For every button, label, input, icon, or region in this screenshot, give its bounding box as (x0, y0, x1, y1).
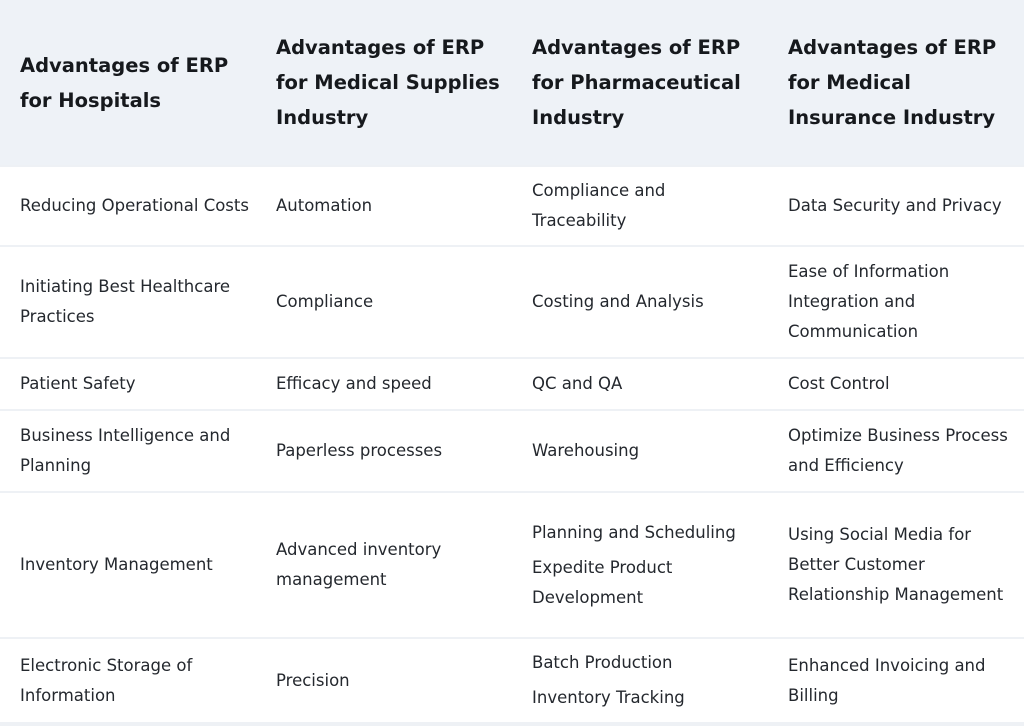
cell-medical-insurance: Using Social Media for Better Customer R… (768, 491, 1024, 638)
header-row: Advantages of ERP for Hospitals Advantag… (0, 0, 1024, 166)
cell-line: Warehousing (532, 441, 640, 460)
cell-hospitals: Patient Safety (0, 357, 256, 410)
cell-pharmaceutical: Warehousing (512, 409, 768, 492)
cell-line: Expedite Product Development (532, 557, 673, 607)
header-pharmaceutical: Advantages of ERP for Pharmaceutical Ind… (532, 36, 741, 129)
table-row: Business Intelligence and Planning Paper… (0, 409, 1024, 492)
cell-medical-supplies: Precision (256, 637, 512, 726)
table-row: Reducing Operational Costs Automation Co… (0, 165, 1024, 246)
cell-medical-supplies: Efficacy and speed (256, 357, 512, 410)
cell-line: Compliance and Traceability (532, 181, 666, 230)
cell-medical-insurance: Ease of Information Integration and Comm… (768, 245, 1024, 358)
cell-line: QC and QA (532, 374, 623, 393)
cell-pharmaceutical: Batch Production Inventory Tracking (512, 637, 768, 726)
cell-medical-insurance: Data Security and Privacy (768, 165, 1024, 246)
cell-medical-supplies: Compliance (256, 245, 512, 358)
cell-medical-supplies: Advanced inventory management (256, 491, 512, 638)
cell-hospitals: Electronic Storage of Information (0, 637, 256, 726)
table-row: Inventory Management Advanced inventory … (0, 491, 1024, 638)
cell-medical-insurance: Optimize Business Process and Efficiency (768, 409, 1024, 492)
cell-medical-supplies: Automation (256, 165, 512, 246)
cell-line: Planning and Scheduling (532, 522, 736, 542)
cell-pharmaceutical: Costing and Analysis (512, 245, 768, 358)
cell-medical-supplies: Paperless processes (256, 409, 512, 492)
header-medical-insurance: Advantages of ERP for Medical Insurance … (788, 36, 997, 129)
header-hospitals: Advantages of ERP for Hospitals (20, 53, 229, 112)
cell-pharmaceutical: QC and QA (512, 357, 768, 410)
cell-pharmaceutical: Compliance and Traceability (512, 165, 768, 246)
cell-line: Inventory Tracking (532, 688, 685, 707)
cell-pharmaceutical: Planning and Scheduling Expedite Product… (512, 491, 768, 638)
cell-hospitals: Initiating Best Healthcare Practices (0, 245, 256, 358)
cell-line: Costing and Analysis (532, 292, 704, 311)
cell-line: Batch Production (532, 653, 673, 672)
table-row: Patient Safety Efficacy and speed QC and… (0, 357, 1024, 410)
cell-hospitals: Reducing Operational Costs (0, 165, 256, 246)
cell-hospitals: Inventory Management (0, 491, 256, 638)
table-row: Initiating Best Healthcare Practices Com… (0, 245, 1024, 358)
table-body: Reducing Operational Costs Automation Co… (0, 165, 1024, 726)
cell-hospitals: Business Intelligence and Planning (0, 409, 256, 492)
table-row: Electronic Storage of Information Precis… (0, 637, 1024, 726)
cell-medical-insurance: Enhanced Invoicing and Billing (768, 637, 1024, 726)
header-medical-supplies: Advantages of ERP for Medical Supplies I… (276, 36, 500, 129)
table-header: Advantages of ERP for Hospitals Advantag… (0, 0, 1024, 166)
cell-medical-insurance: Cost Control (768, 357, 1024, 410)
